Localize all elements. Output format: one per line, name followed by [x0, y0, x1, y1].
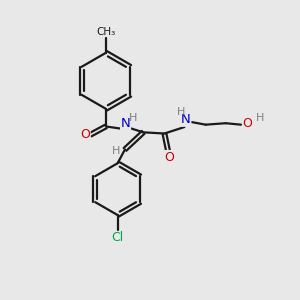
Text: H: H	[112, 146, 120, 156]
Text: Cl: Cl	[112, 231, 124, 244]
Text: N: N	[181, 113, 191, 126]
Text: H: H	[256, 113, 264, 123]
Text: O: O	[164, 151, 174, 164]
Text: O: O	[80, 128, 90, 141]
Text: O: O	[242, 117, 252, 130]
Text: N: N	[121, 117, 130, 130]
Text: H: H	[177, 107, 185, 117]
Text: CH₃: CH₃	[96, 27, 116, 37]
Text: H: H	[129, 112, 137, 123]
